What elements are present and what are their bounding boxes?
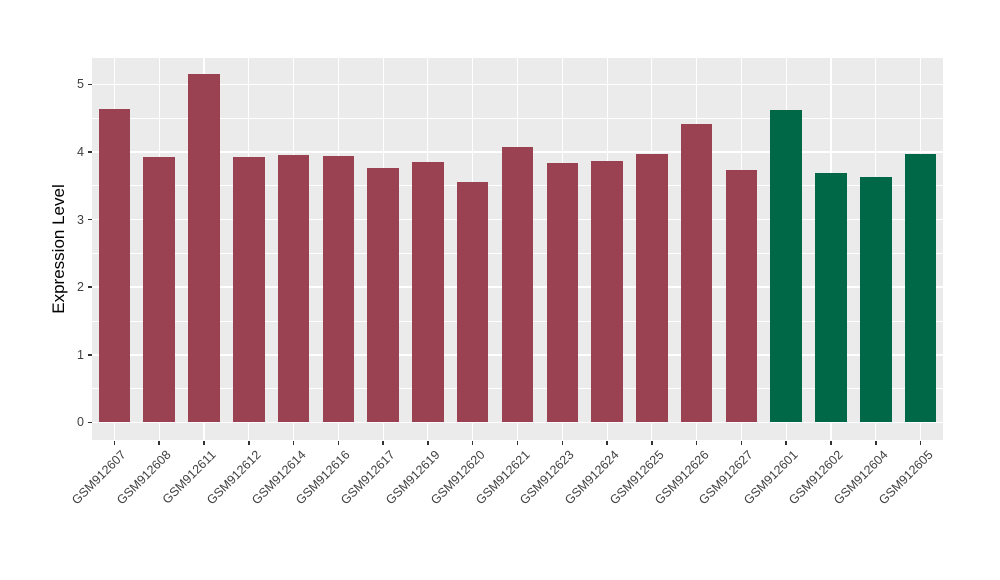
x-tick-mark [651,440,653,445]
bar-gsm912607 [98,109,131,423]
y-tick-label: 5 [77,77,84,92]
bar-gsm912602 [815,172,847,423]
bar-gsm912621 [501,146,534,423]
x-tick-mark [919,440,922,445]
bar-gsm912611 [188,74,220,423]
bar-gsm912605 [904,154,937,423]
x-tick-mark [427,440,429,445]
x-tick-mark [561,440,564,445]
y-tick-label: 2 [77,280,84,295]
y-tick-mark [87,83,92,86]
bar-gsm912608 [143,157,175,423]
y-tick-label: 4 [77,144,84,159]
bar-gsm912619 [412,162,444,423]
x-tick-mark [203,440,205,445]
y-tick-mark [87,151,92,153]
bar-gsm912612 [232,157,265,423]
bar-gsm912616 [322,156,355,423]
y-tick-mark [87,354,92,356]
x-tick-mark [337,440,340,445]
bar-gsm912626 [680,124,713,423]
y-tick-label: 3 [77,212,84,227]
y-tick-label: 1 [77,347,84,362]
y-tick-label: 0 [77,415,84,430]
bar-gsm912604 [860,176,892,423]
y-tick-mark [87,218,92,221]
bar-gsm912601 [770,110,802,423]
x-tick-mark [740,440,743,445]
x-tick-mark [248,440,250,445]
x-tick-mark [382,440,384,445]
plot-panel [92,58,943,440]
x-tick-mark [606,440,608,445]
bar-gsm912614 [277,154,310,423]
bar-gsm912623 [546,163,579,423]
bar-gsm912617 [367,168,399,423]
y-tick-mark [87,286,92,288]
bar-gsm912627 [725,170,758,423]
x-tick-mark [785,440,787,445]
bar-gsm912624 [591,160,623,423]
x-tick-mark [830,440,832,445]
x-tick-mark [516,440,519,445]
x-tick-mark [158,440,160,445]
x-tick-mark [471,440,474,445]
x-tick-mark [695,440,698,445]
x-tick-mark [875,440,877,445]
x-tick-mark [292,440,295,445]
bar-gsm912620 [456,181,489,423]
x-tick-mark [113,440,116,445]
bar-gsm912625 [636,154,668,423]
y-tick-mark [87,421,92,424]
